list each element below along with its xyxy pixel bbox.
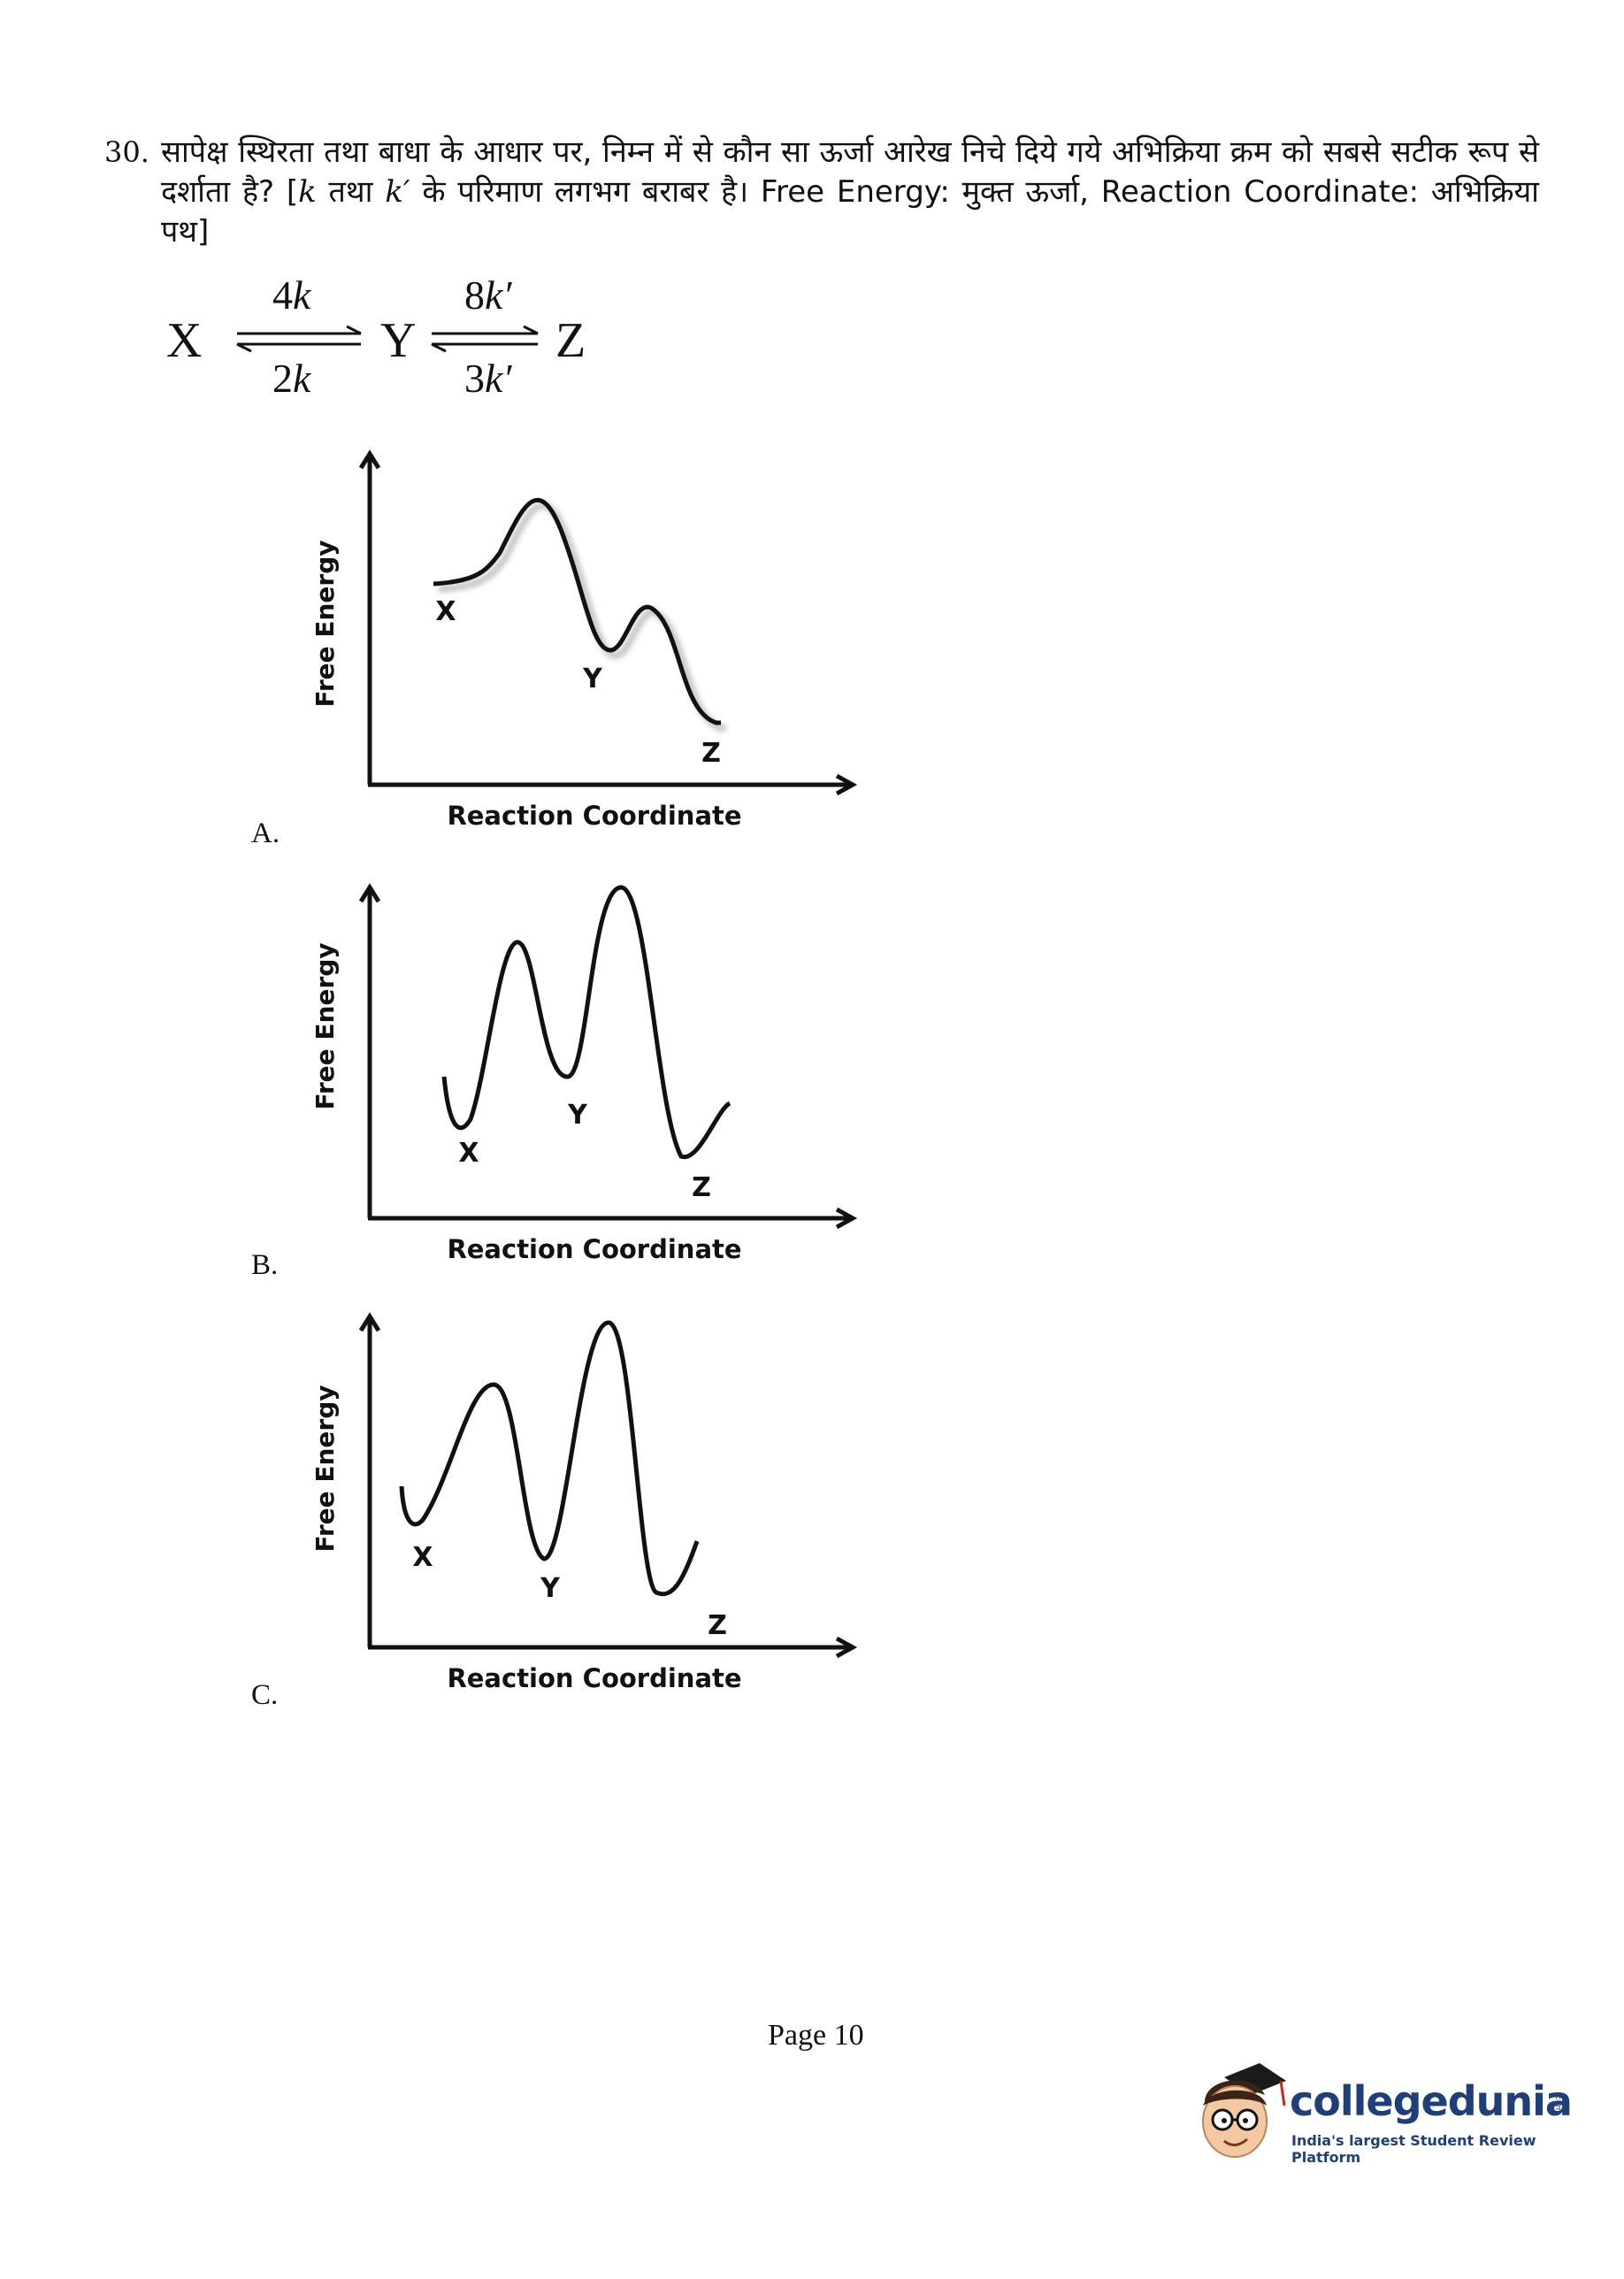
y-axis-label: Free Energy: [310, 942, 340, 1109]
point-z-label: Z: [701, 738, 721, 769]
option-c-label[interactable]: C.: [251, 1679, 279, 1711]
question-text-line1: सापेक्ष स्थिरता तथा बाधा के आधार पर, निम…: [161, 134, 1458, 170]
brand-tagline: India's largest Student Review Platform: [1291, 2132, 1536, 2166]
y-axis-label: Free Energy: [310, 1385, 340, 1552]
y-axis-label: Free Energy: [310, 540, 340, 707]
point-y-label: Y: [582, 664, 603, 694]
option-a-graph[interactable]: Free Energy Reaction Coordinate X Y Z: [310, 438, 876, 845]
question-block: 30. सापेक्ष स्थिरता तथा बाधा के आधार पर,…: [104, 133, 1539, 252]
point-x-label: X: [458, 1138, 479, 1169]
equilibrium-arrows: [236, 325, 539, 353]
mascot-icon: [1202, 2063, 1286, 2158]
rate-reverse-1: 2k: [272, 356, 311, 401]
rate-forward-2: 8k′: [464, 272, 512, 318]
x-axis-label: Reaction Coordinate: [447, 1234, 741, 1264]
energy-curve: [441, 885, 732, 1160]
question-number: 30.: [104, 135, 149, 169]
question-text-line2-post: के परिमाण लगभग बराबर है। Free Energy: मु…: [161, 174, 1539, 249]
point-y-label: Y: [567, 1100, 588, 1131]
reaction-scheme: X Y Z 4k 2k 8k′ 3k′: [159, 270, 601, 411]
option-b-graph[interactable]: Free Energy Reaction Coordinate X Y Z: [310, 871, 876, 1278]
option-b-label[interactable]: B.: [251, 1249, 279, 1281]
tatha-word: तथा: [316, 174, 386, 210]
species-x: X: [166, 313, 203, 368]
x-axis-label: Reaction Coordinate: [447, 801, 741, 831]
energy-curve: [399, 1320, 700, 1597]
x-axis-label: Reaction Coordinate: [447, 1663, 741, 1693]
rate-k-prime-symbol: k′: [385, 174, 410, 210]
point-x-label: X: [435, 596, 456, 627]
point-z-label: Z: [708, 1610, 727, 1641]
rate-forward-1: 4k: [272, 272, 311, 318]
question-text: सापेक्ष स्थिरता तथा बाधा के आधार पर, निम…: [161, 133, 1539, 252]
rate-reverse-2: 3k′: [464, 356, 512, 401]
species-z: Z: [555, 313, 586, 368]
rate-k-symbol: k: [298, 174, 317, 210]
brand-name: collegedunia: [1290, 2077, 1573, 2125]
brand-tld: .com: [1553, 2093, 1562, 2114]
collegedunia-logo[interactable]: collegedunia .com India's largest Studen…: [1192, 2051, 1573, 2175]
species-y: Y: [380, 313, 417, 368]
option-a-label[interactable]: A.: [251, 817, 280, 849]
question-text-line2-pre: रूप से दर्शाता है? [: [161, 134, 1540, 210]
energy-curve: [433, 497, 721, 725]
point-y-label: Y: [540, 1573, 561, 1604]
point-x-label: X: [412, 1542, 433, 1573]
option-c-graph[interactable]: Free Energy Reaction Coordinate X Y Z: [310, 1301, 876, 1707]
point-z-label: Z: [692, 1172, 711, 1203]
page-number: Page 10: [768, 2019, 864, 2052]
